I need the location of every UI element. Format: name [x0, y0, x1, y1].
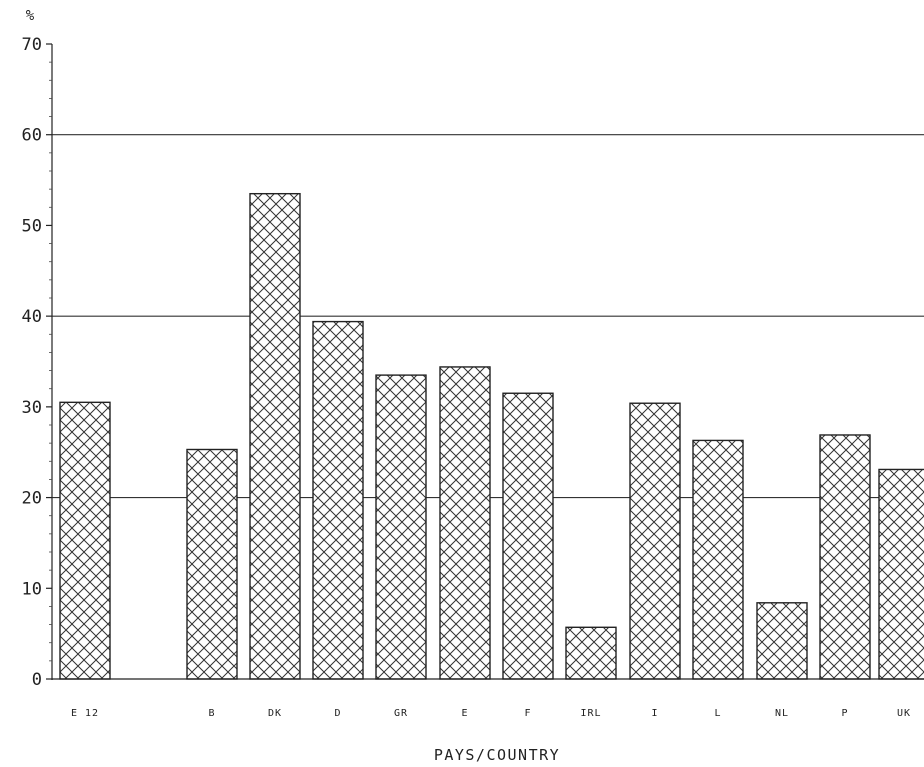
- bar-gr: [375, 374, 427, 680]
- x-tick-label-l: L: [714, 708, 721, 719]
- bar-d: [312, 320, 364, 680]
- y-tick-label-10: 10: [22, 579, 42, 599]
- y-unit-label: %: [26, 8, 35, 24]
- bar-irl: [565, 626, 617, 680]
- x-tick-label-dk: DK: [268, 708, 282, 719]
- y-tick-label-20: 20: [22, 489, 42, 509]
- x-tick-label-d: D: [334, 708, 341, 719]
- bar-nl: [756, 602, 808, 680]
- x-tick-label-e: E: [461, 708, 468, 719]
- bar-p: [819, 434, 871, 680]
- x-tick-label-i: I: [651, 708, 658, 719]
- y-axis-ticks: 0 10 20 30 40 50 60 70: [22, 35, 52, 690]
- x-tick-label-nl: NL: [775, 708, 789, 719]
- x-tick-label-gr: GR: [394, 708, 408, 719]
- bar-e: [439, 366, 491, 680]
- x-axis-category-labels: E 12 B DK D GR E F IRL I L NL P UK: [71, 708, 911, 719]
- x-tick-label-b: B: [208, 708, 215, 719]
- x-tick-label-irl: IRL: [580, 708, 601, 719]
- x-tick-label-f: F: [524, 708, 531, 719]
- bar-l: [692, 439, 744, 680]
- bar-f: [502, 392, 554, 680]
- x-tick-label-uk: UK: [897, 708, 911, 719]
- y-tick-label-0: 0: [32, 670, 42, 690]
- bar-uk: [878, 468, 924, 680]
- bar-e-12: [59, 401, 111, 680]
- y-tick-label-30: 30: [22, 398, 42, 418]
- y-tick-label-40: 40: [22, 307, 42, 327]
- x-tick-label-p: P: [841, 708, 848, 719]
- y-tick-label-60: 60: [22, 126, 42, 146]
- y-tick-label-70: 70: [22, 35, 42, 55]
- y-tick-label-50: 50: [22, 216, 42, 236]
- x-axis-title: PAYS/COUNTRY: [434, 746, 560, 764]
- bar-dk: [249, 192, 301, 680]
- x-tick-label-e-12: E 12: [71, 708, 99, 719]
- bars: [59, 192, 924, 680]
- bar-b: [186, 448, 238, 680]
- bar-i: [629, 402, 681, 680]
